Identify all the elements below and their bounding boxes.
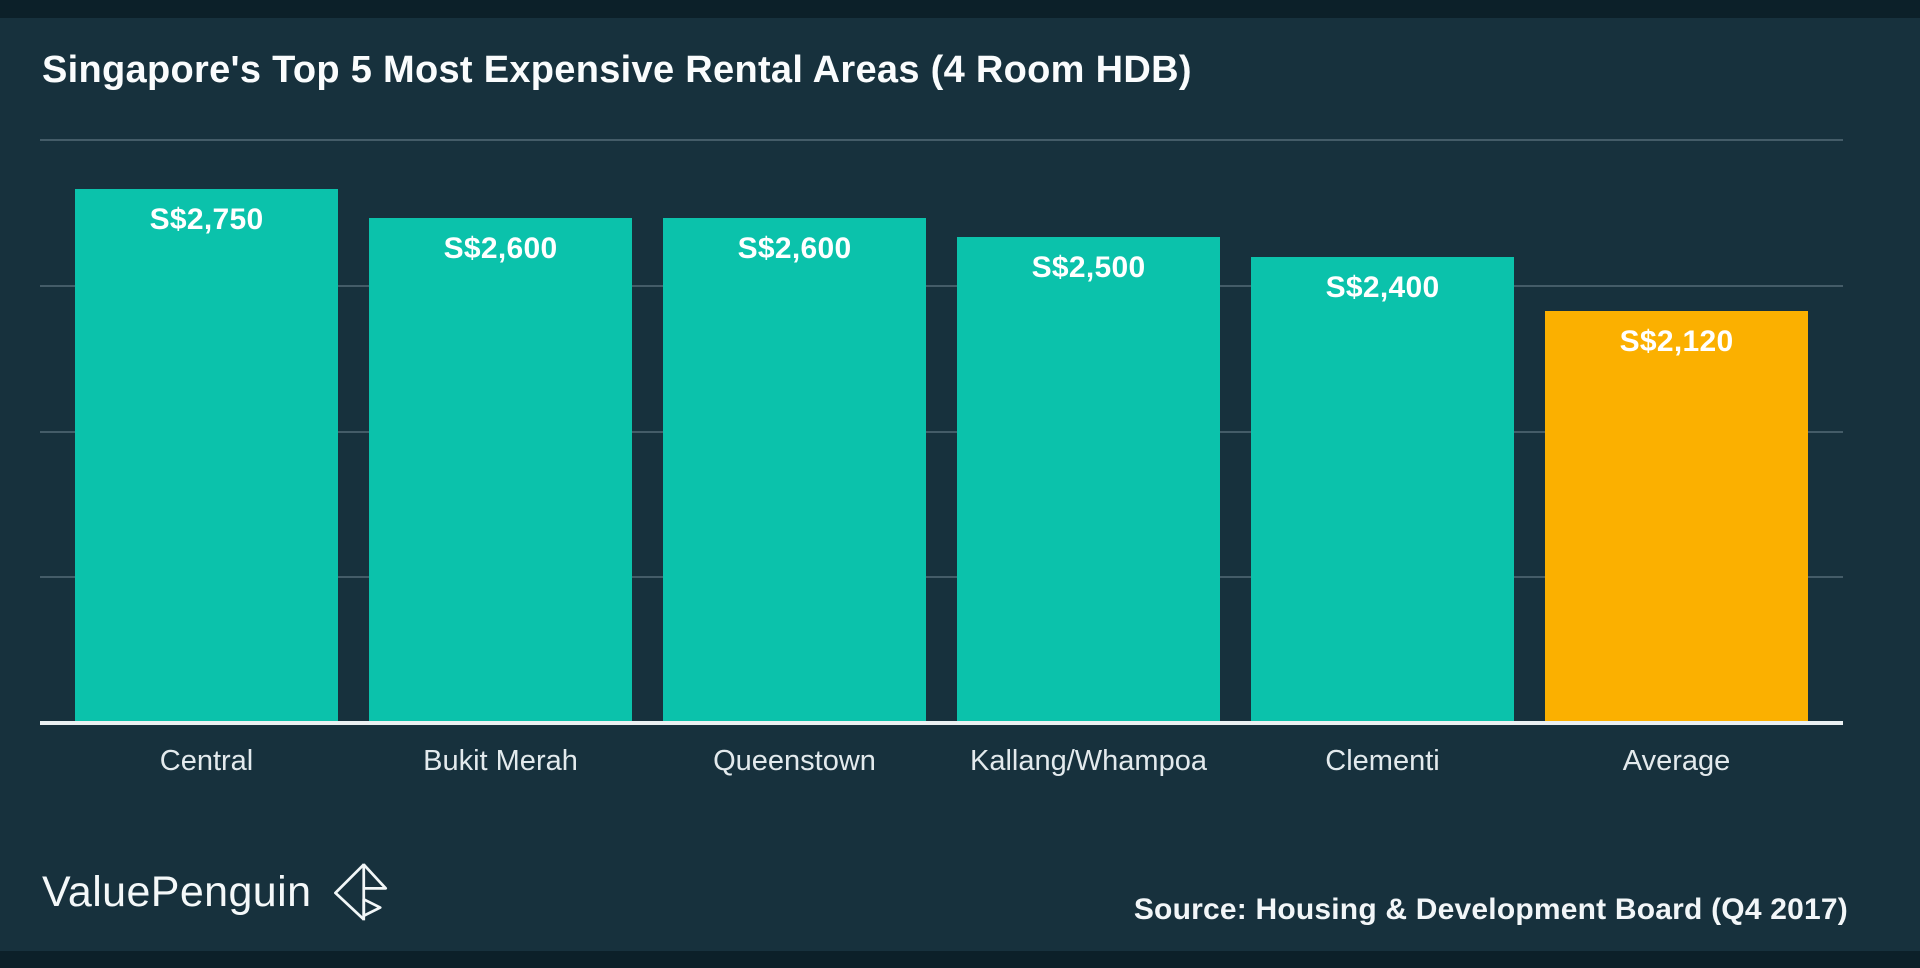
top-edge-strip bbox=[0, 0, 1920, 18]
bottom-edge-strip bbox=[0, 951, 1920, 968]
source-attribution: Source: Housing & Development Board (Q4 … bbox=[1133, 893, 1848, 926]
bar-bukit-merah: S$2,600 bbox=[369, 217, 632, 723]
chart-title: Singapore's Top 5 Most Expensive Rental … bbox=[42, 49, 1192, 92]
bar-central: S$2,750 bbox=[75, 188, 338, 723]
bar-queenstown: S$2,600 bbox=[663, 217, 926, 723]
bar-kallang-whampoa: S$2,500 bbox=[957, 237, 1220, 723]
gridline bbox=[40, 139, 1843, 141]
category-label: Clementi bbox=[1325, 745, 1440, 777]
gridline bbox=[40, 576, 1843, 579]
x-axis-baseline bbox=[40, 721, 1843, 725]
brand-footer: ValuePenguin bbox=[42, 858, 393, 926]
bar-value-label: S$2,750 bbox=[149, 202, 264, 236]
category-label: Bukit Merah bbox=[423, 745, 578, 777]
valuepenguin-logo-icon bbox=[329, 858, 393, 926]
gridline bbox=[40, 430, 1843, 433]
gridline bbox=[40, 284, 1843, 287]
bar-group-container: S$2,750 S$2,600 S$2,600 S$2,500 S$2,400 S$2,1… bbox=[40, 140, 1843, 723]
bar-value-label: S$2,500 bbox=[1031, 251, 1146, 285]
category-label: Average bbox=[1622, 745, 1731, 777]
bar-average: S$2,120 bbox=[1545, 311, 1808, 723]
category-label: Central bbox=[159, 745, 254, 777]
bar-clementi: S$2,400 bbox=[1251, 256, 1514, 723]
category-label: Queenstown bbox=[713, 745, 876, 777]
bar-value-label: S$2,120 bbox=[1619, 325, 1734, 359]
brand-wordmark: ValuePenguin bbox=[42, 867, 312, 916]
category-label: Kallang/Whampoa bbox=[970, 745, 1207, 777]
bar-value-label: S$2,400 bbox=[1325, 270, 1440, 304]
category-label-row: Central Bukit Merah Queenstown Kallang/Wham… bbox=[40, 745, 1843, 778]
plot-area: S$2,750 S$2,600 S$2,600 S$2,500 S$2,400 S$2,1… bbox=[40, 139, 1843, 725]
bar-value-label: S$2,600 bbox=[443, 231, 558, 265]
bar-value-label: S$2,600 bbox=[737, 231, 852, 265]
